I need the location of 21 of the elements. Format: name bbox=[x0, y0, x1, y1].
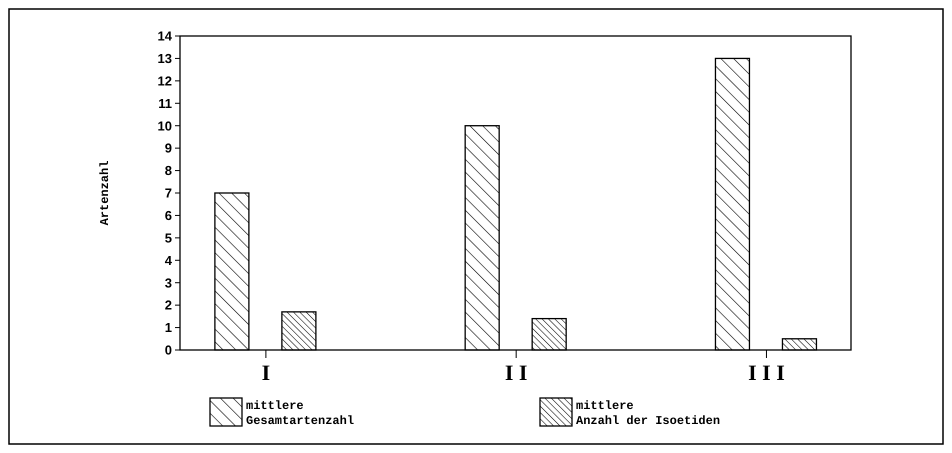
y-tick-label: 11 bbox=[158, 96, 172, 111]
legend-label: mittlere Anzahl der Isoetiden bbox=[576, 399, 720, 428]
y-tick-label: 10 bbox=[158, 118, 172, 134]
y-axis-title: Artenzahl bbox=[98, 160, 112, 226]
y-tick-label: 4 bbox=[164, 252, 173, 268]
y-tick-label: 0 bbox=[164, 342, 172, 358]
y-tick-label: 7 bbox=[164, 186, 172, 201]
y-tick-label: 14 bbox=[158, 28, 173, 44]
x-tick-label: I I bbox=[504, 360, 528, 385]
y-tick-label: 5 bbox=[164, 230, 172, 246]
legend-label: mittlere Gesamtartenzahl bbox=[246, 399, 354, 428]
x-tick-label: I bbox=[262, 360, 270, 385]
y-tick-label: 8 bbox=[164, 163, 172, 178]
y-tick-label: 2 bbox=[164, 298, 172, 313]
y-tick-label: 3 bbox=[164, 275, 172, 290]
y-tick-label: 1 bbox=[164, 320, 172, 336]
y-tick-label: 9 bbox=[164, 140, 172, 156]
y-tick-label: 12 bbox=[158, 73, 172, 88]
x-tick-label: I I I bbox=[748, 360, 785, 385]
y-tick-label: 13 bbox=[158, 50, 172, 66]
y-tick-label: 6 bbox=[164, 208, 172, 223]
